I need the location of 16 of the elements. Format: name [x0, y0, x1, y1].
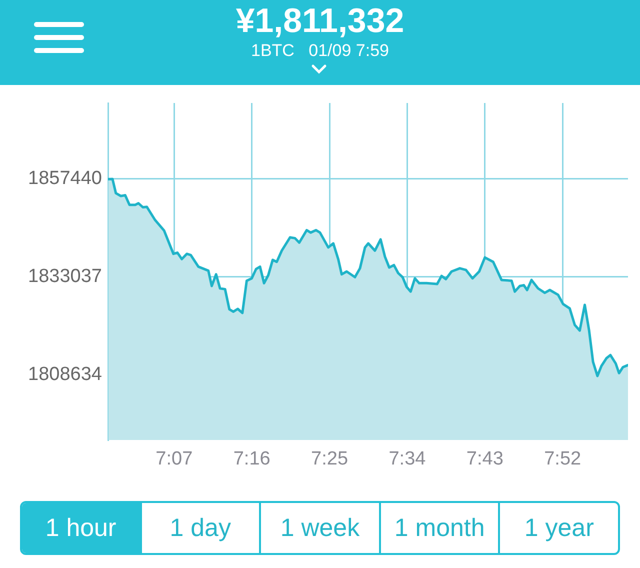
text: 1 week: [259, 503, 379, 553]
x-tick-label: 7:34: [388, 448, 426, 470]
x-tick-label: 7:07: [156, 448, 193, 470]
x-tick-label: 7:52: [544, 448, 582, 470]
chart-subtitle: 1BTC 01/09 7:59: [250, 40, 390, 62]
chart-title: ¥1,811,332: [234, 2, 406, 40]
text: 1 year: [498, 503, 618, 553]
x-tick-label: 7:43: [466, 448, 504, 470]
x-tick-label: 7:25: [311, 448, 348, 470]
x-tick-label: 7:16: [233, 448, 270, 470]
y-tick-label: 1833037: [28, 266, 102, 288]
y-tick-label: 1857440: [28, 168, 102, 190]
text: 1 month: [378, 503, 498, 553]
y-tick-label: 1808634: [28, 364, 102, 386]
text: 1 hour: [22, 503, 140, 553]
text: 1 day: [140, 503, 260, 553]
